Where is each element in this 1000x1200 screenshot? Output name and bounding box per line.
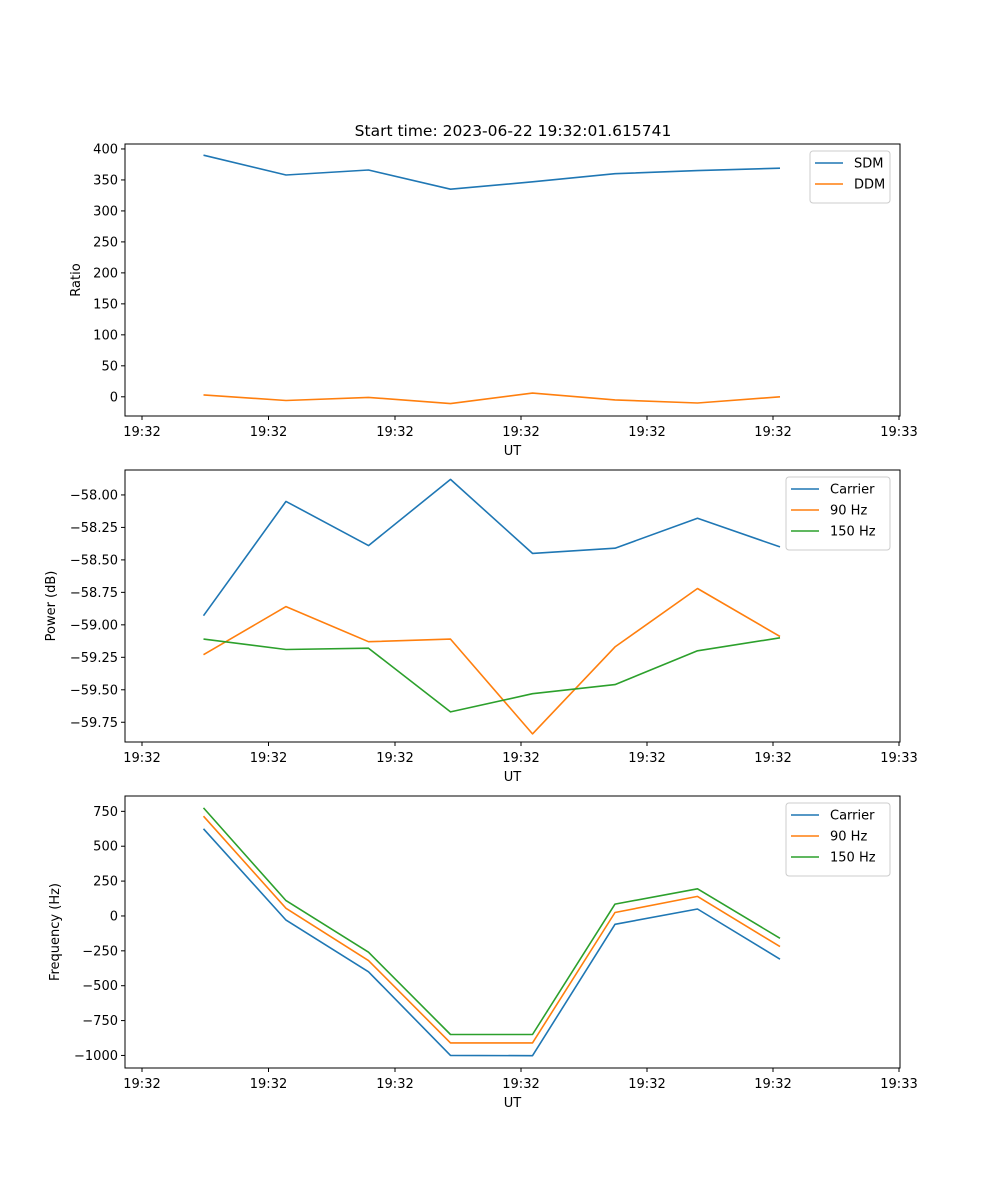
- x-tick-label: 19:32: [628, 751, 665, 766]
- y-tick-label: −500: [82, 979, 118, 994]
- y-tick-label: 250: [93, 875, 118, 890]
- series-line-150-hz: [202, 807, 781, 1036]
- legend-label: 90 Hz: [830, 504, 867, 519]
- x-tick-label: 19:32: [754, 425, 791, 440]
- x-tick-label: 19:32: [376, 1077, 413, 1092]
- y-axis-label: Frequency (Hz): [48, 883, 63, 981]
- y-tick-label: 200: [93, 266, 118, 281]
- x-tick-label: 19:32: [123, 751, 160, 766]
- x-tick-label: 19:32: [754, 751, 791, 766]
- x-tick-label: 19:32: [502, 425, 539, 440]
- x-tick-label: 19:33: [880, 751, 917, 766]
- y-axis-label: Power (dB): [44, 571, 59, 642]
- x-tick-label: 19:32: [376, 425, 413, 440]
- axes-frame: [124, 469, 901, 743]
- legend-label: 90 Hz: [830, 830, 867, 845]
- series-line-carrier: [202, 478, 781, 617]
- x-axis-label: UT: [504, 770, 522, 785]
- x-axis-label: UT: [504, 444, 522, 459]
- y-tick-label: 100: [93, 328, 118, 343]
- y-tick-label: −250: [82, 944, 118, 959]
- panels: 19:32 19:32 19:32 19:32 19:32 19:32 19:33 UT 0 50…: [44, 142, 918, 1111]
- figure-title: Start time: 2023-06-22 19:32:01.615741: [355, 122, 672, 140]
- y-tick-label: 0: [110, 390, 118, 405]
- legend-label: Carrier: [830, 483, 875, 498]
- x-tick-label: 19:32: [123, 425, 160, 440]
- y-tick-label: −59.00: [70, 618, 118, 633]
- y-tick-label: −59.75: [70, 716, 118, 731]
- x-tick-label: 19:33: [880, 1077, 917, 1092]
- y-tick-label: 300: [93, 204, 118, 219]
- legend-label: SDM: [854, 157, 883, 172]
- y-tick-label: 250: [93, 235, 118, 250]
- x-tick-label: 19:32: [250, 425, 287, 440]
- y-tick-label: 50: [101, 359, 118, 374]
- y-tick-label: 400: [93, 142, 118, 157]
- y-tick-label: 0: [110, 909, 118, 924]
- y-tick-label: −1000: [74, 1049, 118, 1064]
- panel-1: 19:32 19:32 19:32 19:32 19:32 19:32 19:33 UT 0 50…: [69, 142, 918, 459]
- legend-label: 150 Hz: [830, 851, 876, 866]
- x-tick-label: 19:32: [250, 1077, 287, 1092]
- y-tick-label: 500: [93, 840, 118, 855]
- axes-frame: [124, 143, 901, 417]
- legend-label: Carrier: [830, 809, 875, 824]
- x-tick-label: 19:32: [502, 1077, 539, 1092]
- series-line-sdm: [203, 154, 781, 190]
- panel-3: 19:32 19:32 19:32 19:32 19:32 19:32 19:33 UT −10…: [48, 795, 918, 1111]
- legend-label: 150 Hz: [830, 525, 876, 540]
- y-tick-label: −59.50: [70, 683, 118, 698]
- y-tick-label: −58.75: [70, 586, 118, 601]
- y-tick-label: −750: [82, 1014, 118, 1029]
- y-axis-label: Ratio: [69, 263, 84, 296]
- legend-label: DDM: [854, 178, 885, 193]
- series-line-carrier: [202, 828, 781, 1057]
- x-axis-label: UT: [504, 1096, 522, 1111]
- y-tick-label: 150: [93, 297, 118, 312]
- axes-frame: [124, 795, 901, 1069]
- x-tick-label: 19:32: [502, 751, 539, 766]
- y-tick-label: −58.00: [70, 488, 118, 503]
- x-tick-label: 19:33: [880, 425, 917, 440]
- panel-2: 19:32 19:32 19:32 19:32 19:32 19:32 19:33 UT −59…: [44, 469, 918, 785]
- x-tick-label: 19:32: [123, 1077, 160, 1092]
- legend: [809, 150, 891, 204]
- series-line-90-hz: [202, 815, 781, 1044]
- x-tick-label: 19:32: [376, 751, 413, 766]
- x-tick-label: 19:32: [250, 751, 287, 766]
- series-line-ddm: [203, 392, 781, 405]
- y-tick-label: 750: [93, 805, 118, 820]
- x-tick-label: 19:32: [754, 1077, 791, 1092]
- y-tick-label: −58.50: [70, 553, 118, 568]
- x-tick-label: 19:32: [628, 1077, 665, 1092]
- y-tick-label: −59.25: [70, 651, 118, 666]
- y-tick-label: −58.25: [70, 521, 118, 536]
- y-tick-label: 350: [93, 173, 118, 188]
- series-line-90-hz: [203, 587, 781, 735]
- series-line-150-hz: [203, 637, 781, 713]
- x-tick-label: 19:32: [628, 425, 665, 440]
